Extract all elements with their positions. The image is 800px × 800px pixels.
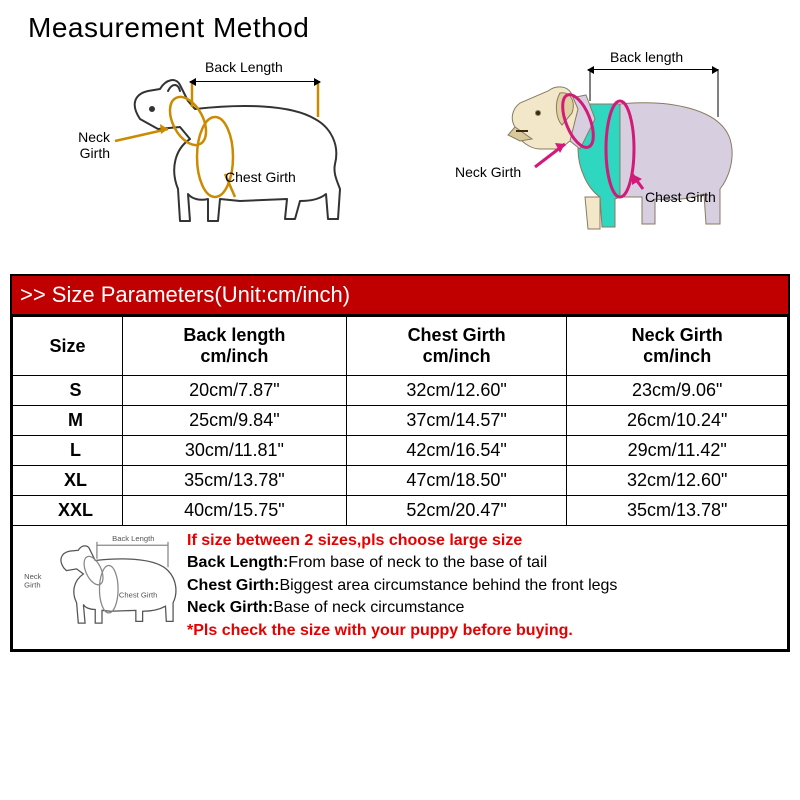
header-size: Size — [13, 317, 123, 376]
table-row: S20cm/7.87"32cm/12.60"23cm/9.06" — [13, 376, 788, 406]
dog-photo-icon — [420, 49, 760, 259]
svg-text:Chest Girth: Chest Girth — [119, 591, 157, 600]
label-neck-girth-1: NeckGirth — [60, 129, 110, 161]
size-table-container: >> Size Parameters(Unit:cm/inch) Size Ba… — [10, 274, 790, 652]
page-title: Measurement Method — [0, 0, 800, 44]
cell-neck: 26cm/10.24" — [567, 406, 788, 436]
cell-size: XXL — [13, 496, 123, 526]
cell-neck: 23cm/9.06" — [567, 376, 788, 406]
info-dog-icon: Back Length Neck Girth Chest Girth — [17, 530, 187, 645]
cell-neck: 29cm/11.42" — [567, 436, 788, 466]
diagram-photo: Back length Neck Girth Chest Girth — [420, 49, 760, 259]
label-back-length-1: Back Length — [205, 59, 283, 75]
svg-text:Back Length: Back Length — [112, 534, 154, 543]
label-neck-girth-2: Neck Girth — [455, 164, 521, 180]
table-header-row: Size Back length cm/inch Chest Girth cm/… — [13, 317, 788, 376]
table-row: L30cm/11.81"42cm/16.54"29cm/11.42" — [13, 436, 788, 466]
label-back-length-2: Back length — [610, 49, 683, 65]
cell-neck: 32cm/12.60" — [567, 466, 788, 496]
header-neck: Neck Girth cm/inch — [567, 317, 788, 376]
svg-text:Girth: Girth — [24, 581, 41, 590]
cell-back: 25cm/9.84" — [123, 406, 347, 436]
cell-size: M — [13, 406, 123, 436]
cell-back: 20cm/7.87" — [123, 376, 347, 406]
diagram-row: Back Length NeckGirth Chest Girth — [0, 44, 800, 274]
cell-size: S — [13, 376, 123, 406]
cell-chest: 52cm/20.47" — [346, 496, 567, 526]
cell-back: 30cm/11.81" — [123, 436, 347, 466]
size-table: Size Back length cm/inch Chest Girth cm/… — [12, 316, 788, 650]
label-chest-girth-1: Chest Girth — [225, 169, 296, 185]
table-row: XL35cm/13.78"47cm/18.50"32cm/12.60" — [13, 466, 788, 496]
info-line-neck: Neck Girth:Base of neck circumstance — [187, 597, 783, 619]
cell-size: L — [13, 436, 123, 466]
info-line-check: *Pls check the size with your puppy befo… — [187, 620, 783, 642]
cell-chest: 47cm/18.50" — [346, 466, 567, 496]
cell-chest: 32cm/12.60" — [346, 376, 567, 406]
info-line-choose-large: If size between 2 sizes,pls choose large… — [187, 530, 783, 552]
info-line-chest: Chest Girth:Biggest area circumstance be… — [187, 575, 783, 597]
cell-size: XL — [13, 466, 123, 496]
table-row: XXL40cm/15.75"52cm/20.47"35cm/13.78" — [13, 496, 788, 526]
cell-neck: 35cm/13.78" — [567, 496, 788, 526]
page-root: Measurement Method Back Length NeckGirth… — [0, 0, 800, 800]
info-line-back: Back Length:From base of neck to the bas… — [187, 552, 783, 574]
info-text: If size between 2 sizes,pls choose large… — [187, 530, 783, 645]
cell-chest: 42cm/16.54" — [346, 436, 567, 466]
header-back: Back length cm/inch — [123, 317, 347, 376]
diagram-lineart: Back Length NeckGirth Chest Girth — [40, 49, 380, 259]
cell-back: 40cm/15.75" — [123, 496, 347, 526]
cell-chest: 37cm/14.57" — [346, 406, 567, 436]
info-row: Back Length Neck Girth Chest Girth If si… — [13, 526, 788, 650]
table-banner: >> Size Parameters(Unit:cm/inch) — [12, 276, 788, 316]
header-chest: Chest Girth cm/inch — [346, 317, 567, 376]
table-row: M25cm/9.84"37cm/14.57"26cm/10.24" — [13, 406, 788, 436]
label-chest-girth-2: Chest Girth — [645, 189, 716, 205]
cell-back: 35cm/13.78" — [123, 466, 347, 496]
